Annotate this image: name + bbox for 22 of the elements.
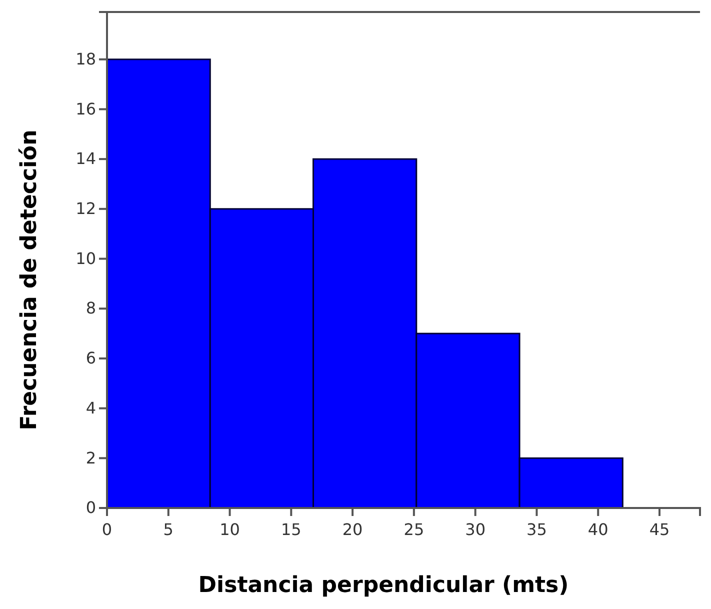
x-tick-label: 45 xyxy=(649,520,670,539)
x-tick-label: 20 xyxy=(342,520,363,539)
x-tick-label: 0 xyxy=(102,520,112,539)
x-tick-label: 25 xyxy=(404,520,424,539)
y-tick-label: 2 xyxy=(86,448,96,468)
y-tick-label: 6 xyxy=(86,348,96,368)
y-tick-label: 8 xyxy=(86,298,96,318)
y-tick-label: 14 xyxy=(76,149,96,168)
x-tick-label: 15 xyxy=(280,520,302,539)
y-tick-label: 12 xyxy=(76,199,96,218)
x-tick-label: 30 xyxy=(465,520,486,539)
y-tick-label: 0 xyxy=(86,498,96,518)
y-axis-title: Frecuencia de detección xyxy=(17,130,42,430)
x-tick-label: 40 xyxy=(588,520,608,539)
x-tick-label: 10 xyxy=(220,520,240,539)
y-tick-label: 4 xyxy=(86,398,96,418)
y-tick-label: 18 xyxy=(76,49,96,68)
x-tick-label: 35 xyxy=(526,520,547,539)
y-tick-label: 16 xyxy=(76,99,96,118)
y-tick-label: 10 xyxy=(76,248,96,268)
x-tick-label: 5 xyxy=(163,520,174,539)
x-axis-title: Distancia perpendicular (mts) xyxy=(198,573,569,598)
